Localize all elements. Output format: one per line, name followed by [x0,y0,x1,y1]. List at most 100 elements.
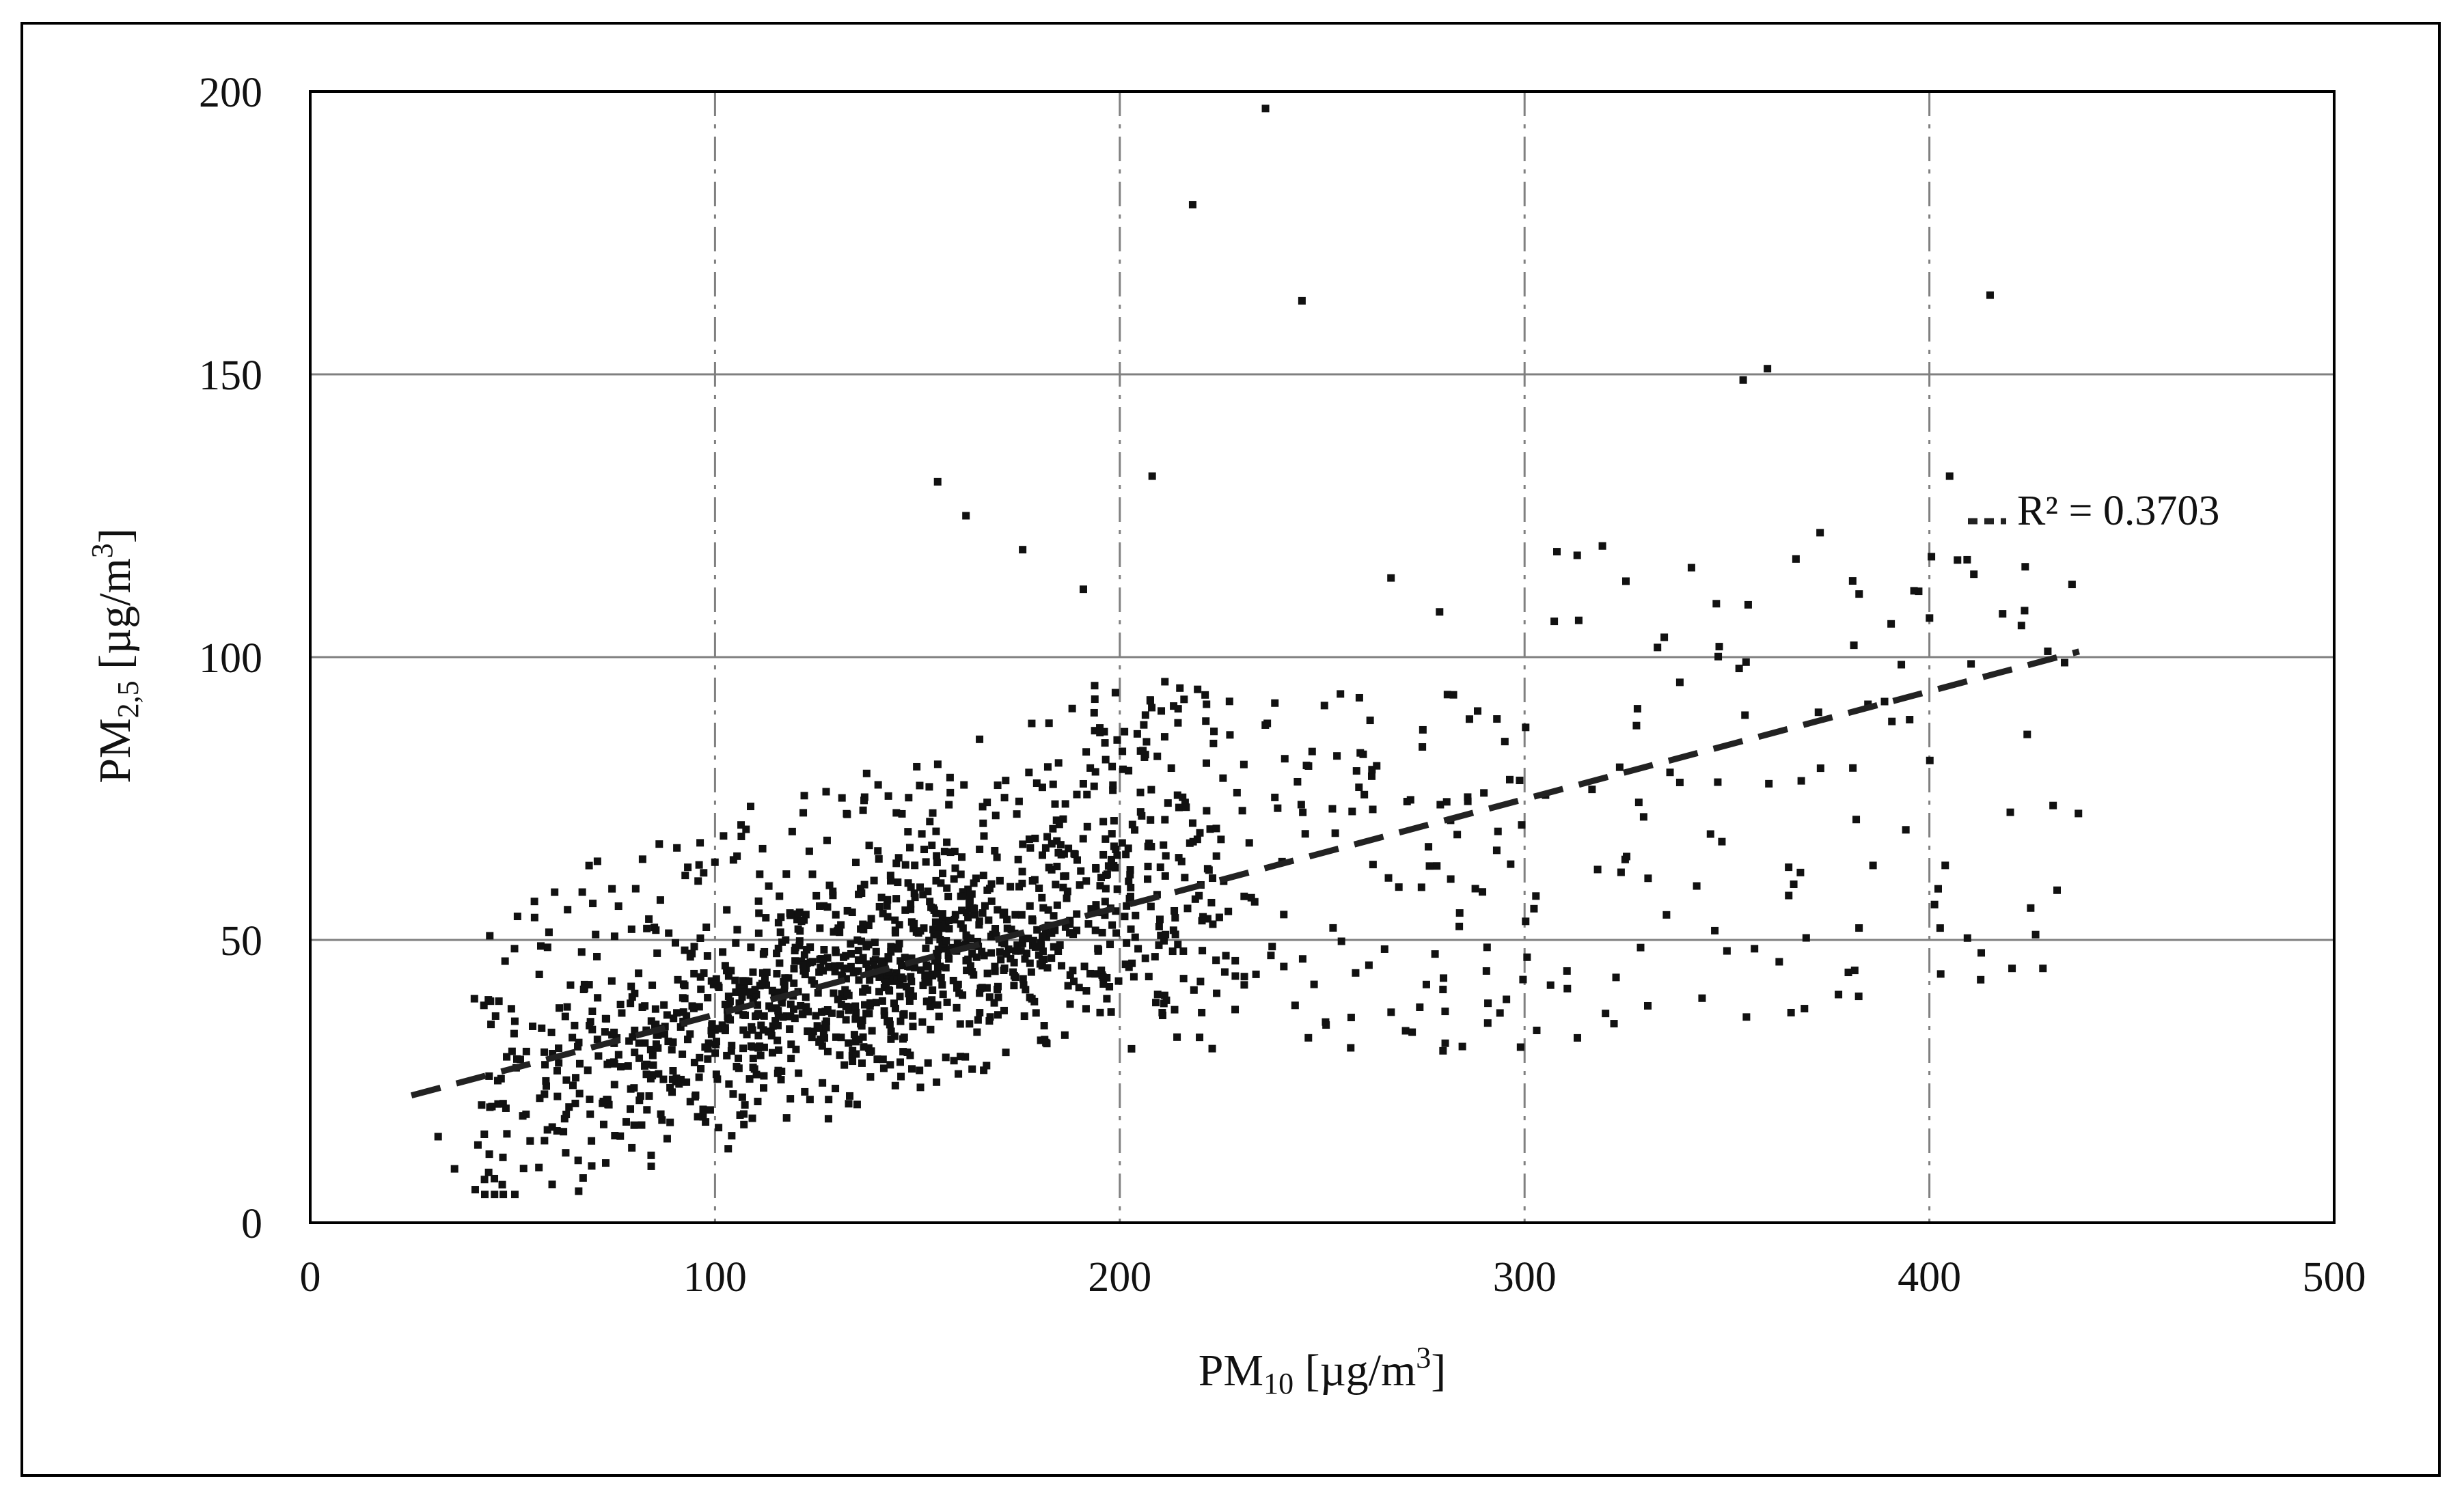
data-point [666,1118,674,1126]
data-point [1040,1022,1048,1030]
data-point [895,921,903,929]
data-point [704,994,712,1002]
data-point [1091,768,1099,776]
data-point [470,995,478,1003]
data-point [1436,608,1444,616]
data-point [660,1030,668,1038]
data-point [1145,840,1153,848]
data-point [1012,947,1020,955]
data-point [1465,715,1473,723]
data-point [627,925,635,933]
data-point [873,1055,881,1064]
data-point [1041,844,1050,852]
data-point [1742,1013,1751,1021]
data-point [1028,917,1037,925]
data-point [816,902,824,910]
data-point [585,981,593,989]
data-point [1516,1043,1524,1051]
data-point [907,973,915,981]
data-point [741,1101,749,1109]
data-point [1171,930,1179,939]
data-point [880,984,888,992]
data-point [571,1021,579,1029]
data-point [749,968,757,976]
data-point [1053,863,1061,871]
data-point [631,1026,639,1034]
data-point [1331,829,1339,837]
data-point [1039,904,1048,912]
data-point [1082,748,1091,756]
data-point [1138,812,1146,820]
data-point [1079,835,1087,843]
data-point [754,1001,762,1009]
data-point [885,968,893,976]
data-point [822,1017,830,1025]
data-point [921,971,929,979]
data-point [502,1104,510,1112]
data-point [652,1040,660,1049]
data-point [892,969,901,977]
data-point [755,909,763,917]
data-point [926,898,934,906]
data-point [840,953,848,961]
data-point [657,1110,665,1118]
trendline [410,518,2080,1099]
data-point [543,1082,551,1090]
data-point [843,810,851,818]
data-point [758,844,767,852]
data-point [1026,959,1034,967]
data-point [1109,781,1117,789]
data-point [686,1098,694,1106]
data-point [1240,973,1248,981]
data-point [1132,911,1140,919]
data-point [575,1090,584,1098]
data-point [812,891,821,900]
data-point [664,1038,672,1046]
data-point [1764,365,1772,373]
data-point [1019,934,1027,943]
data-point [1698,994,1706,1002]
data-point [1094,945,1102,953]
data-point [663,1135,671,1143]
data-point [1479,888,1487,896]
data-point [803,959,811,967]
data-point [1483,1019,1492,1027]
data-point [2068,581,2076,589]
data-point [1621,577,1630,585]
data-point [1970,570,1978,579]
data-point [1714,778,1722,786]
data-point [611,1132,619,1140]
data-point [737,999,745,1008]
data-point [622,1118,630,1126]
data-point [724,972,733,980]
data-point [1108,762,1117,771]
data-point [1109,786,1117,794]
data-point [1102,871,1110,879]
data-point [1101,898,1109,906]
data-point [859,954,867,962]
data-point [1125,894,1134,902]
data-point [749,1055,757,1063]
data-point [1058,962,1066,970]
data-point [1209,874,1217,883]
data-point [1179,975,1188,983]
data-point [1155,941,1163,949]
data-point [1107,855,1115,863]
data-point [774,944,782,952]
data-point [702,923,711,931]
data-point [834,924,843,932]
data-point [916,781,924,790]
data-point [727,967,735,975]
data-point [1546,981,1555,989]
data-point [842,975,850,983]
data-point [1168,947,1177,956]
data-point [491,1174,499,1182]
data-point [659,1075,668,1083]
data-point [1401,1027,1410,1035]
data-point [1025,768,1033,777]
data-point [790,1005,798,1013]
data-point [887,876,895,885]
data-point [1025,835,1033,844]
data-point [1101,835,1110,843]
trend-line [410,648,2080,1099]
